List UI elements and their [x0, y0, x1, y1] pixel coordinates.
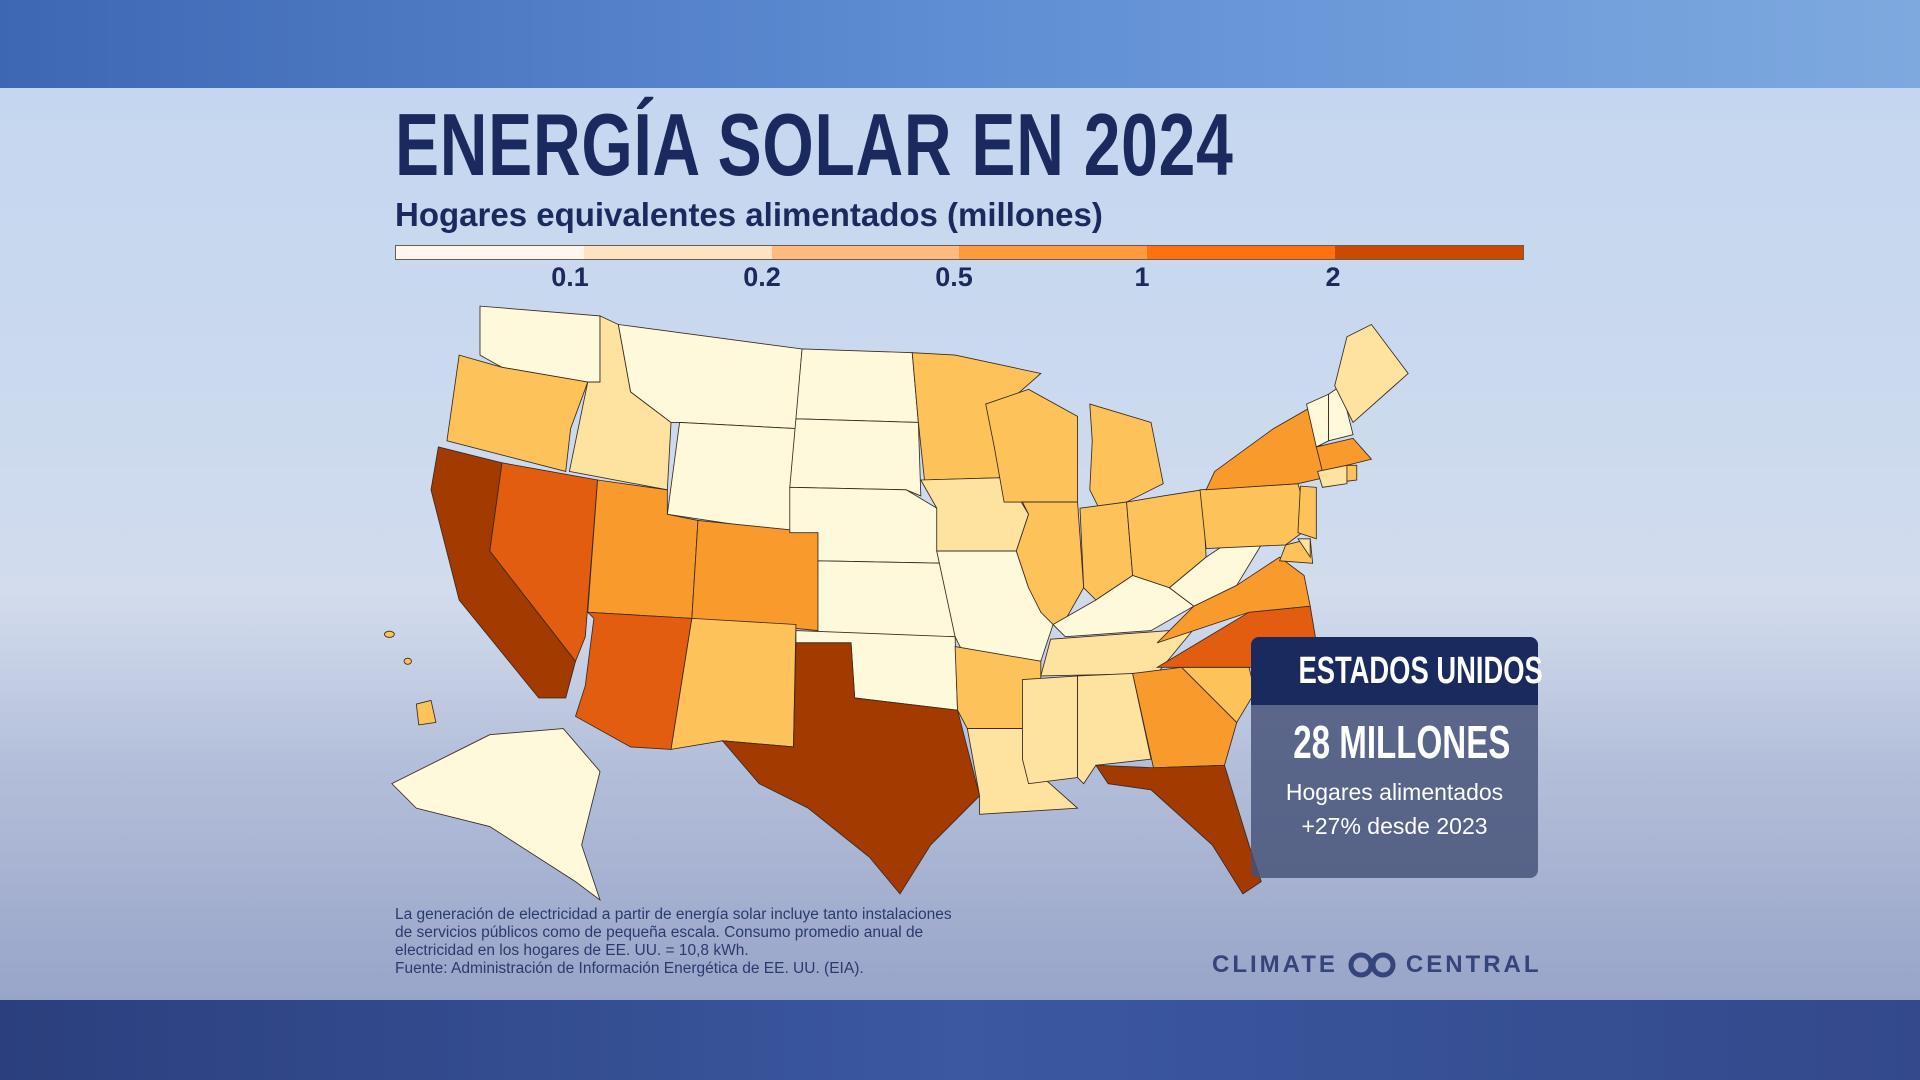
background-bottom-bar — [0, 1000, 1920, 1080]
state-ri — [1346, 464, 1358, 482]
state-wy — [666, 422, 797, 534]
summary-callout: ESTADOS UNIDOS 28 MILLONES Hogares alime… — [1251, 637, 1543, 878]
legend-swatch — [959, 246, 1148, 259]
state-ny — [1205, 403, 1326, 491]
logo-text-right: CENTRAL — [1405, 951, 1542, 978]
state-ak — [391, 728, 601, 902]
legend-swatch — [583, 246, 772, 259]
callout-header: ESTADOS UNIDOS — [1251, 637, 1543, 705]
state-tn — [1040, 623, 1199, 677]
state-hi-island — [384, 630, 395, 638]
state-hi-island — [403, 657, 412, 665]
state-ms — [1022, 675, 1078, 785]
state-ga — [1132, 666, 1238, 769]
state-nv — [489, 462, 599, 663]
legend-tick: 1 — [1134, 262, 1150, 292]
legend-tick: 0.1 — [551, 262, 589, 292]
state-ks — [817, 560, 956, 638]
climate-central-logo: CLIMATE CENTRAL — [1212, 951, 1542, 979]
legend-swatch — [771, 246, 960, 259]
state-nj — [1297, 485, 1317, 540]
page-title: ENERGÍA SOLAR EN 2024 — [395, 95, 1234, 194]
state-il — [1015, 501, 1085, 632]
footnote-source: Fuente: Administración de Información En… — [395, 960, 864, 977]
callout-value: 28 MILLONES — [1293, 716, 1511, 768]
legend-tick: 0.5 — [935, 262, 973, 292]
callout-label: Hogares alimentados — [1285, 779, 1504, 805]
logo-text-left: CLIMATE — [1212, 951, 1338, 978]
color-legend — [395, 245, 1524, 260]
state-me — [1334, 323, 1409, 424]
legend-tick: 0.2 — [743, 262, 781, 292]
state-ma — [1315, 437, 1373, 472]
state-or — [446, 354, 589, 472]
state-pa — [1199, 483, 1311, 550]
legend-swatch — [396, 246, 584, 259]
state-fl — [1095, 764, 1262, 895]
callout-change: +27% desde 2023 — [1301, 813, 1488, 839]
page-subtitle: Hogares equivalentes alimentados (millon… — [395, 196, 1103, 233]
state-hi — [415, 699, 437, 726]
footnote-line: La generación de electricidad a partir d… — [395, 906, 952, 923]
state-ct — [1317, 464, 1348, 488]
background-top-bar — [0, 0, 1920, 88]
state-de — [1297, 538, 1311, 559]
legend-swatch — [1335, 246, 1523, 259]
state-tx — [721, 642, 981, 895]
legend-swatch — [1147, 246, 1336, 259]
logo-rings-icon — [1348, 952, 1396, 978]
legend-tick: 2 — [1325, 262, 1341, 292]
footnote-line: de servicios públicos como de pequeña es… — [395, 924, 924, 941]
state-nm — [670, 617, 797, 750]
state-va — [1156, 556, 1311, 644]
state-nd — [795, 348, 919, 423]
state-co — [691, 519, 819, 632]
footnote: La generación de electricidad a partir d… — [395, 906, 1055, 978]
footnote-line: electricidad en los hogares de EE. UU. =… — [395, 942, 749, 959]
state-sd — [789, 418, 922, 497]
